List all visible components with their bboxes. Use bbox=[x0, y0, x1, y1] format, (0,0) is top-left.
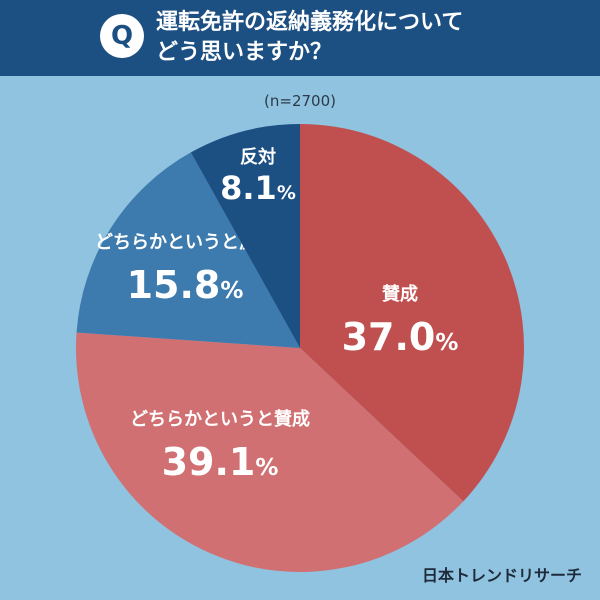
brand-logo-text: 日本トレンドリサーチ bbox=[421, 566, 582, 585]
question-line-1: 運転免許の返納義務化について bbox=[156, 10, 464, 35]
question-text: 運転免許の返納義務化について どう思いますか？ bbox=[156, 8, 536, 68]
slice-value-label: 8.1% bbox=[220, 169, 296, 207]
pie-slice bbox=[190, 124, 300, 348]
slice-value-label: 37.0% bbox=[342, 315, 459, 359]
q-badge: Q bbox=[100, 14, 144, 58]
question-line-2: どう思いますか？ bbox=[156, 40, 333, 65]
sample-size-note: (n=2700) bbox=[264, 92, 336, 110]
slice-category-label: どちらかというと賛成 bbox=[130, 408, 310, 430]
question-header: Q 運転免許の返納義務化について どう思いますか？ bbox=[0, 0, 600, 76]
slice-category-label: 反対 bbox=[240, 146, 276, 168]
slice-category-label: 賛成 bbox=[382, 283, 418, 305]
slice-value-label: 15.8% bbox=[127, 263, 244, 307]
pie-slice bbox=[300, 124, 525, 502]
slice-category-label: どちらかというと反対 bbox=[95, 231, 275, 253]
pie-slice bbox=[76, 152, 300, 348]
slice-value-label: 39.1% bbox=[162, 440, 279, 484]
pie-slice bbox=[75, 332, 464, 573]
